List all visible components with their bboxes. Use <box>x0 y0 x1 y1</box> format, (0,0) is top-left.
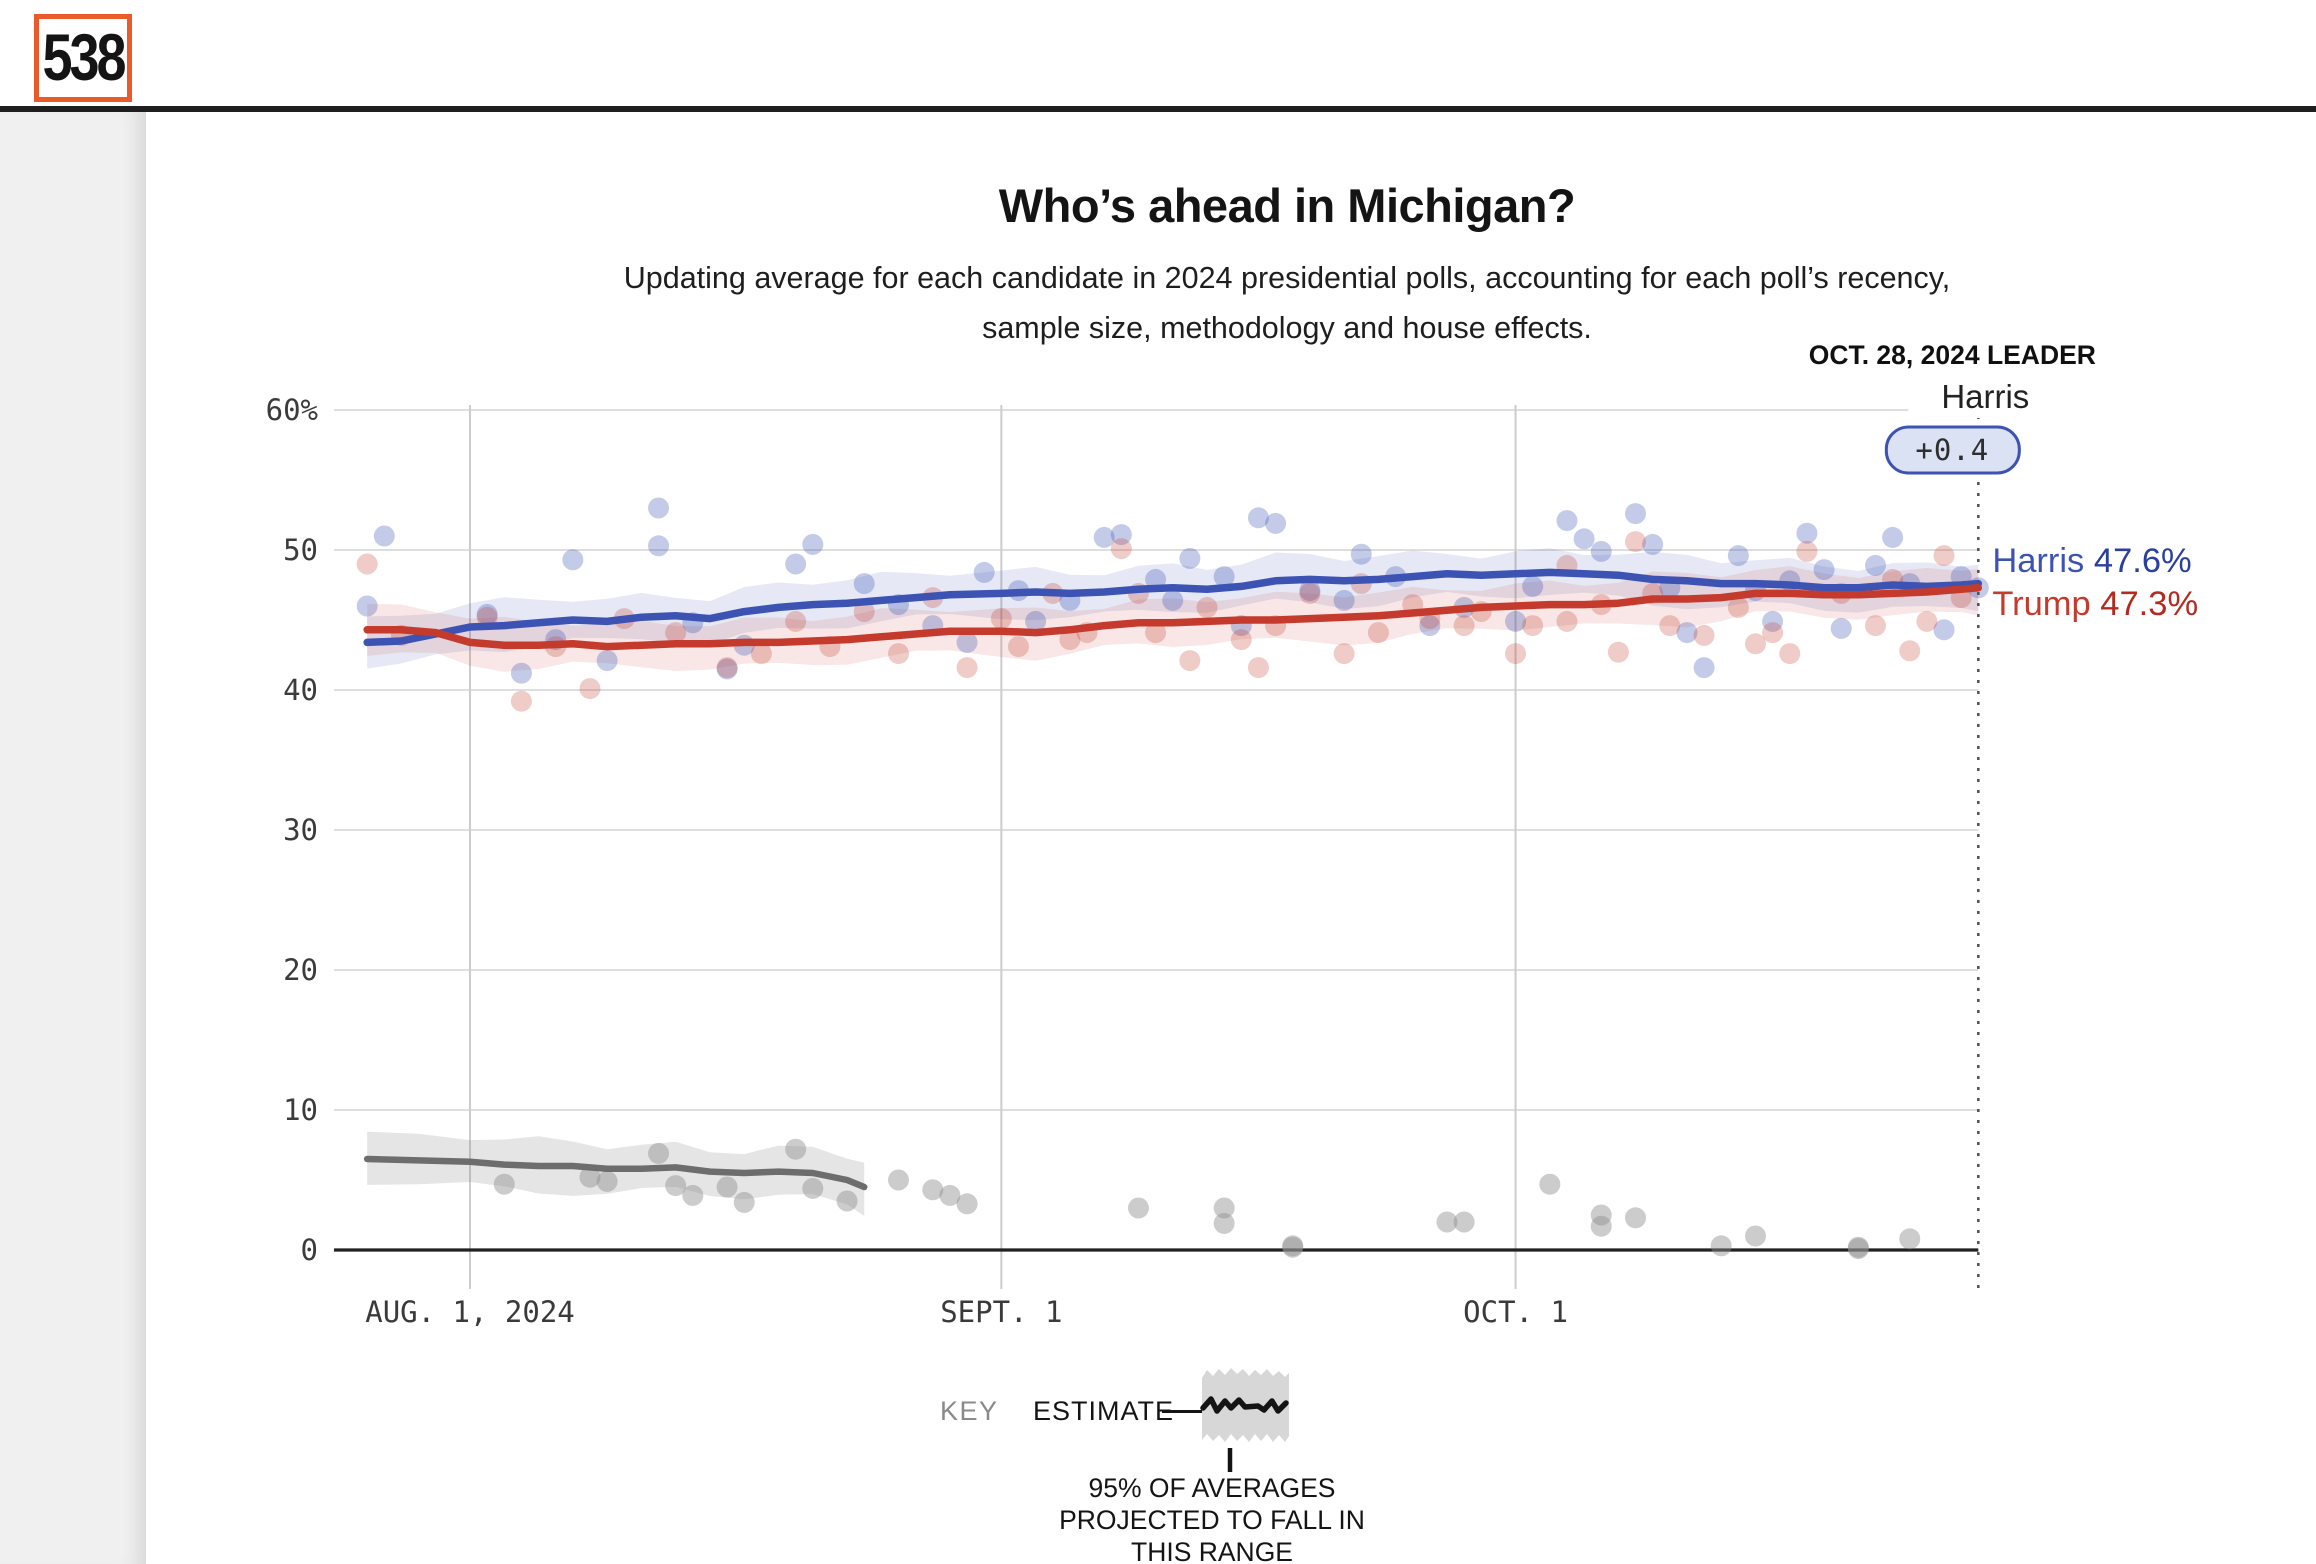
svg-text:40: 40 <box>283 673 318 707</box>
svg-text:AUG. 1, 2024: AUG. 1, 2024 <box>365 1295 575 1329</box>
line-trump <box>363 584 1983 651</box>
leader-margin-badge <box>1884 425 2021 475</box>
chart-subtitle: Updating average for each candidate in 2… <box>457 253 2117 353</box>
svg-text:OCT. 1: OCT. 1 <box>1463 1295 1568 1329</box>
y-gridlines: 0 10 20 30 40 50 60% <box>266 393 1979 1267</box>
svg-text:60%: 60% <box>266 393 318 427</box>
subtitle-line-2: sample size, methodology and house effec… <box>982 310 1592 345</box>
final-label-trump: Trump 47.3% <box>1992 585 2198 623</box>
svg-text:50: 50 <box>283 533 318 567</box>
logo-text: 538 <box>42 21 126 95</box>
estimate-key-label: ESTIMATE <box>1033 1396 1175 1426</box>
svg-text:Harris: Harris <box>1941 378 2029 415</box>
svg-text:0: 0 <box>301 1233 318 1267</box>
final-label-harris: Harris 47.6% <box>1992 542 2191 580</box>
svg-text:20: 20 <box>283 953 318 987</box>
line-kennedy <box>363 1155 868 1191</box>
key-caption-line-3: THIS RANGE <box>1131 1537 1293 1564</box>
page-title: Who’s ahead in Michigan? <box>998 179 1576 233</box>
svg-text:10: 10 <box>283 1093 318 1127</box>
band-kennedy <box>367 1131 865 1216</box>
key-label: KEY <box>940 1396 999 1426</box>
key-caption-line-2: PROJECTED TO FALL IN <box>1059 1505 1365 1535</box>
fivethirtyeight-logo[interactable]: 538 <box>34 14 132 102</box>
left-rail <box>0 112 146 1564</box>
band-harris <box>367 548 1979 669</box>
svg-text:+0.4: +0.4 <box>1915 433 1989 467</box>
leader-annotation: OCT. 28, 2024 LEADER Harris +0.4 <box>1809 340 2096 475</box>
site-header: 538 <box>0 0 2316 112</box>
svg-text:SEPT. 1: SEPT. 1 <box>940 1295 1062 1329</box>
key-caption: 95% OF AVERAGES PROJECTED TO FALL IN THIS … <box>1002 1472 1422 1564</box>
estimate-key-graphic <box>1200 1368 1289 1472</box>
svg-text:OCT. 28, 2024 LEADER: OCT. 28, 2024 LEADER <box>1809 340 2096 370</box>
line-harris <box>363 568 1983 647</box>
x-gridlines: AUG. 1, 2024 SEPT. 1 OCT. 1 <box>365 405 1568 1329</box>
key-caption-line-1: 95% OF AVERAGES <box>1088 1473 1336 1503</box>
svg-text:30: 30 <box>283 813 318 847</box>
key-connector-line <box>1162 1410 1202 1413</box>
subtitle-line-1: Updating average for each candidate in 2… <box>623 260 1951 295</box>
key-squiggle-line <box>1200 1396 1289 1414</box>
